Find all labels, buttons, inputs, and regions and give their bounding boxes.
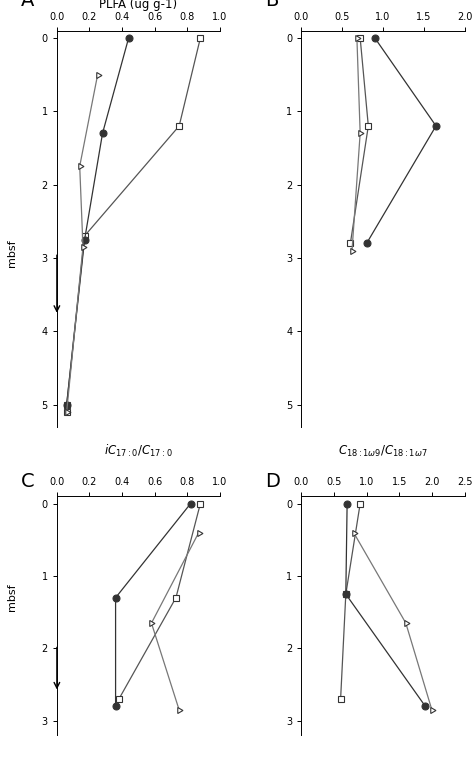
Legend: VC1, VC2, VC3: VC1, VC2, VC3 [335, 230, 385, 291]
Text: C: C [21, 473, 35, 492]
Text: A: A [21, 0, 35, 10]
Title: $iC_{17:0}/C_{17:0}$: $iC_{17:0}/C_{17:0}$ [104, 443, 173, 459]
Text: B: B [265, 0, 279, 10]
Text: mbsf: mbsf [7, 584, 17, 611]
Title: $C_{18:1\omega9}/C_{18:1\omega7}$: $C_{18:1\omega9}/C_{18:1\omega7}$ [338, 444, 428, 459]
Text: D: D [265, 473, 281, 492]
Title: PLFA (ug g-1): PLFA (ug g-1) [100, 0, 177, 11]
Text: mbsf: mbsf [7, 239, 17, 267]
